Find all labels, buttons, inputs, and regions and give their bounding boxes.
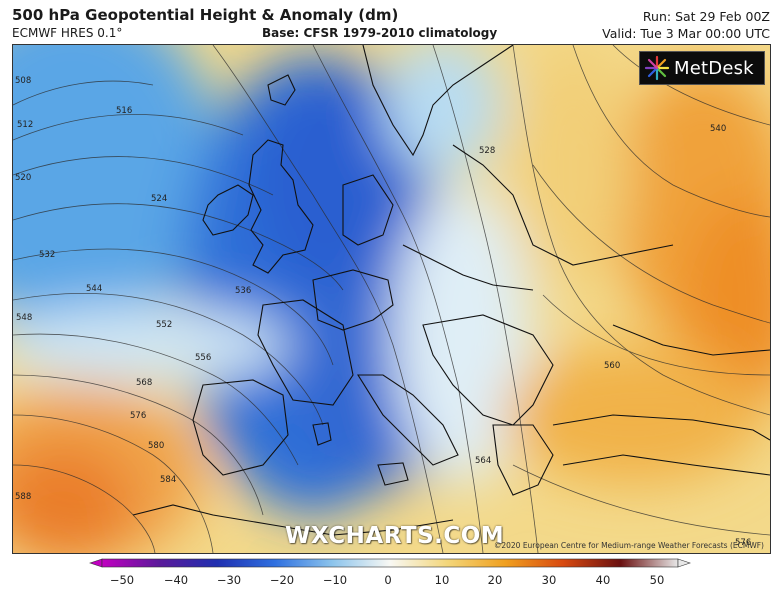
metdesk-logo: MetDesk	[639, 51, 765, 85]
coastlines	[132, 45, 770, 536]
contour-labels: 508 512 516 520 524 528 532 536 540 544 …	[15, 76, 751, 548]
colorbar-min-arrow	[89, 558, 103, 568]
contour-label: 568	[136, 378, 152, 388]
colorbar-ticks: −50 −40 −30 −20 −10 0 10 20 30 40 50	[110, 573, 664, 587]
metdesk-logo-icon	[644, 55, 670, 81]
colorbar-tick: −40	[164, 573, 188, 587]
height-contours	[13, 45, 770, 553]
map-panel: 508 512 516 520 524 528 532 536 540 544 …	[12, 44, 771, 554]
contour-label: 580	[148, 441, 164, 451]
anomaly-map: 508 512 516 520 524 528 532 536 540 544 …	[13, 45, 770, 553]
contour-label: 516	[116, 106, 132, 116]
contour-label: 576	[130, 411, 146, 421]
colorbar-tick: −10	[323, 573, 347, 587]
colorbar-tick: 30	[542, 573, 557, 587]
contour-label: 576	[735, 538, 751, 548]
contour-label: 564	[475, 456, 491, 466]
colorbar-gradient	[101, 558, 679, 568]
contour-label: 560	[604, 361, 620, 371]
contour-label: 528	[479, 146, 495, 156]
colorbar-tick: −30	[217, 573, 241, 587]
contour-label: 524	[151, 194, 167, 204]
colorbar-tick: −20	[270, 573, 294, 587]
contour-label: 544	[86, 284, 102, 294]
colorbar-tick: −50	[110, 573, 134, 587]
contour-label: 520	[15, 173, 31, 183]
colorbar-tick: 40	[596, 573, 611, 587]
contour-label: 512	[17, 120, 33, 130]
contour-label: 548	[16, 313, 32, 323]
colorbar-tick: 20	[488, 573, 503, 587]
valid-time-label: Valid: Tue 3 Mar 00:00 UTC	[602, 26, 770, 41]
watermark: WXCHARTS.COM	[285, 523, 505, 549]
contour-label: 584	[160, 475, 176, 485]
contour-label: 508	[15, 76, 31, 86]
colorbar-max-arrow	[677, 558, 691, 568]
base-climatology-label: Base: CFSR 1979-2010 climatology	[262, 26, 498, 40]
colorbar-tick: 50	[650, 573, 665, 587]
contour-label: 588	[15, 492, 31, 502]
run-time-label: Run: Sat 29 Feb 00Z	[642, 9, 770, 24]
colorbar-tick: 0	[384, 573, 391, 587]
chart-title: 500 hPa Geopotential Height & Anomaly (d…	[12, 6, 399, 24]
metdesk-logo-text: MetDesk	[674, 57, 754, 79]
contour-label: 552	[156, 320, 172, 330]
contour-label: 556	[195, 353, 211, 363]
colorbar-tick: 10	[435, 573, 450, 587]
colorbar: −50 −40 −30 −20 −10 0 10 20 30 40 50	[0, 556, 784, 600]
contour-label: 532	[39, 250, 55, 260]
model-label: ECMWF HRES 0.1°	[12, 26, 123, 40]
contour-label: 536	[235, 286, 251, 296]
colorbar-svg: −50 −40 −30 −20 −10 0 10 20 30 40 50	[89, 558, 691, 587]
copyright-notice: ©2020 European Centre for Medium-range W…	[493, 541, 764, 550]
contour-label: 540	[710, 124, 726, 134]
